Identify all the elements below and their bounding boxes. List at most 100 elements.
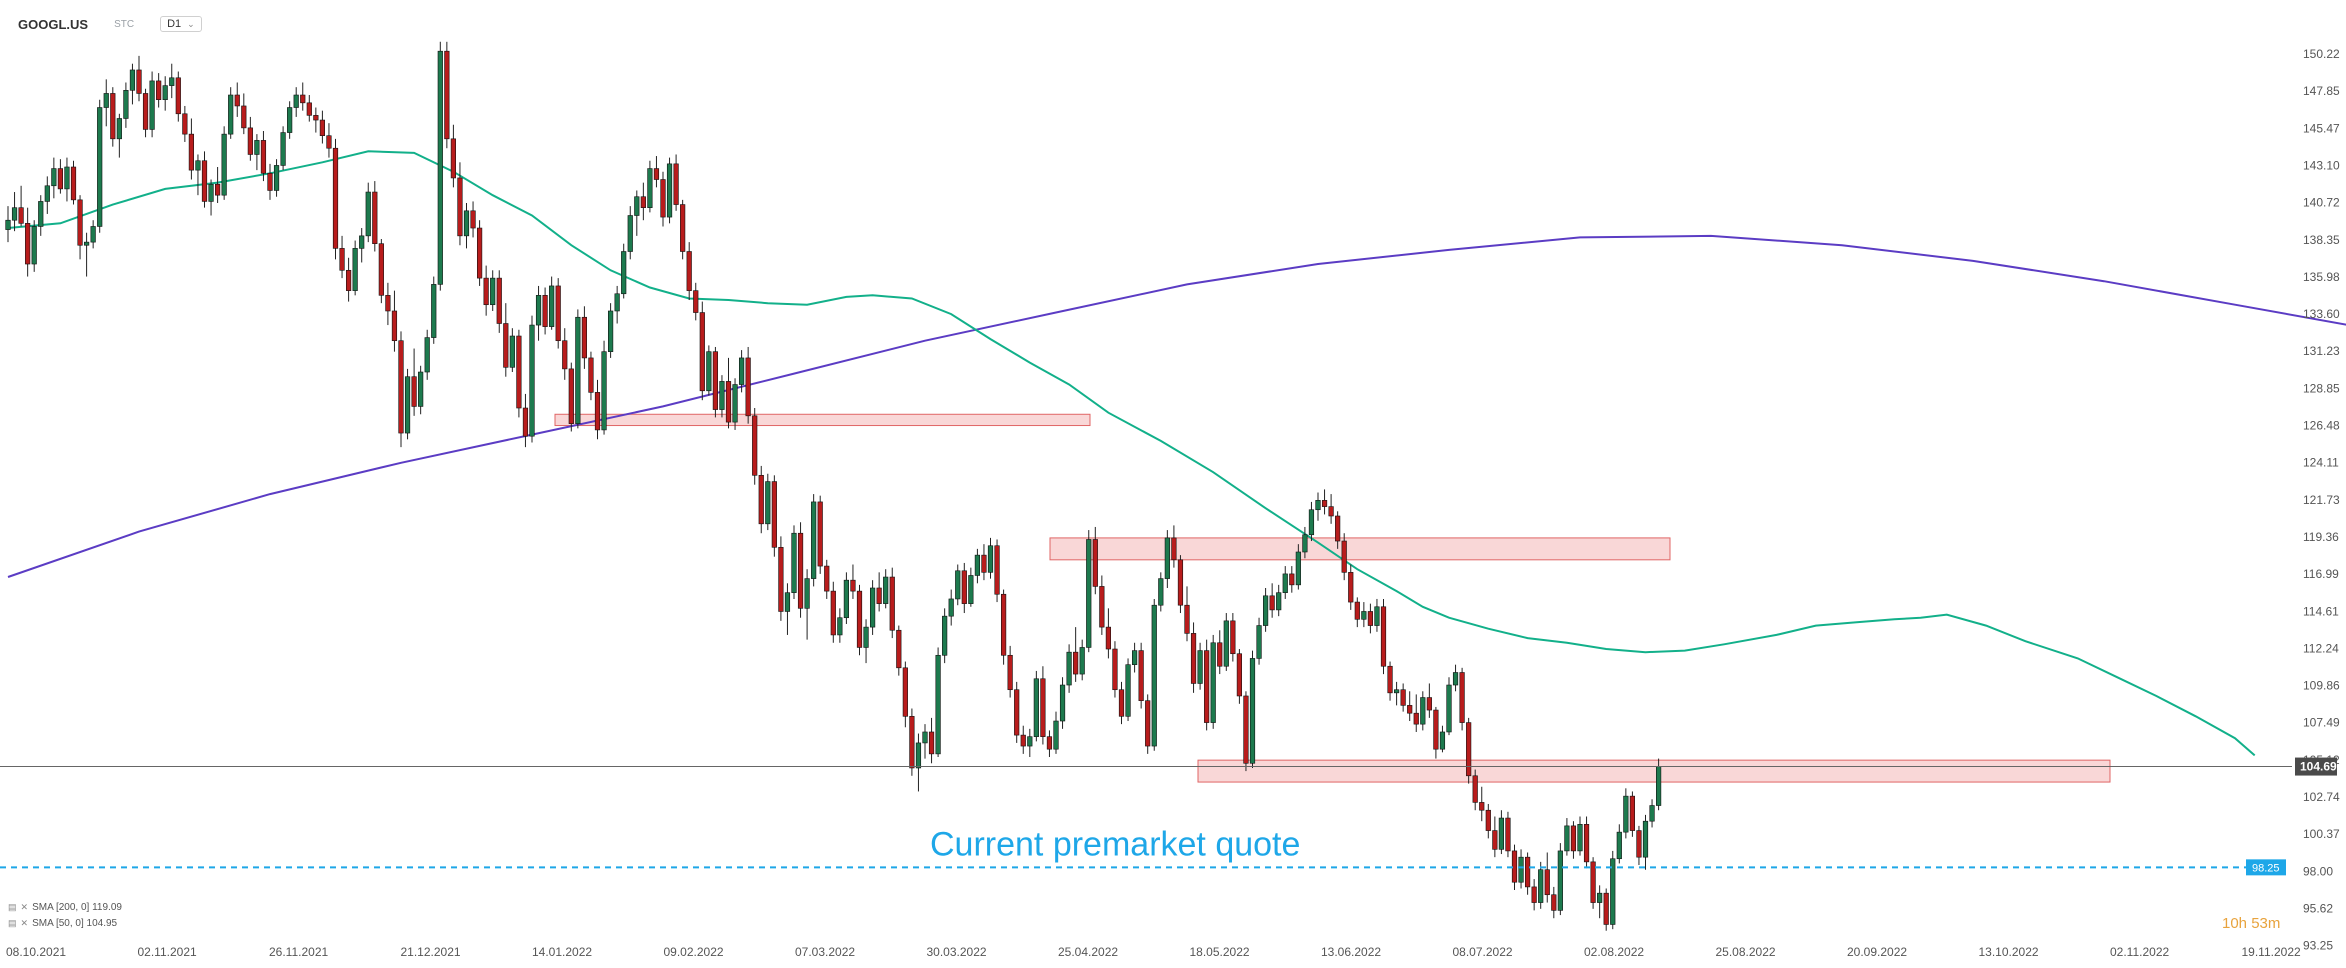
candle[interactable] xyxy=(195,154,201,196)
candle[interactable] xyxy=(156,73,162,108)
candle[interactable] xyxy=(437,41,443,291)
candle[interactable] xyxy=(1236,649,1242,704)
candle[interactable] xyxy=(1295,544,1301,590)
candle[interactable] xyxy=(1642,814,1649,870)
candle[interactable] xyxy=(987,537,994,579)
candle[interactable] xyxy=(902,661,908,728)
candle[interactable] xyxy=(896,625,902,676)
candle[interactable] xyxy=(1184,586,1190,642)
candle[interactable] xyxy=(267,163,273,200)
candle[interactable] xyxy=(614,285,620,324)
candle[interactable] xyxy=(1335,511,1341,549)
candle[interactable] xyxy=(1249,650,1256,768)
candle[interactable] xyxy=(287,101,293,139)
candle[interactable] xyxy=(1040,666,1046,745)
candle[interactable] xyxy=(77,195,83,260)
candle[interactable] xyxy=(149,71,155,138)
candle[interactable] xyxy=(306,95,312,122)
candle[interactable] xyxy=(640,182,646,221)
candle[interactable] xyxy=(1597,885,1603,919)
candle[interactable] xyxy=(129,63,136,105)
candle[interactable] xyxy=(1380,598,1387,675)
candle[interactable] xyxy=(345,257,352,302)
candle[interactable] xyxy=(509,328,515,373)
candle[interactable] xyxy=(51,157,57,199)
candle[interactable] xyxy=(621,243,627,299)
candle[interactable] xyxy=(1354,597,1360,628)
candle[interactable] xyxy=(1282,566,1288,599)
candle[interactable] xyxy=(948,589,954,626)
candle[interactable] xyxy=(922,724,928,759)
candle[interactable] xyxy=(31,220,37,272)
candle[interactable] xyxy=(313,107,319,133)
candle[interactable] xyxy=(588,351,594,401)
candle[interactable] xyxy=(752,408,758,485)
candle[interactable] xyxy=(1426,683,1432,718)
candle[interactable] xyxy=(1289,566,1295,593)
candle[interactable] xyxy=(11,192,18,232)
candle[interactable] xyxy=(1020,725,1026,754)
candle[interactable] xyxy=(824,559,830,599)
candle[interactable] xyxy=(228,87,234,139)
candle[interactable] xyxy=(1171,525,1177,568)
candle[interactable] xyxy=(1446,677,1452,736)
candle[interactable] xyxy=(70,160,77,205)
candle[interactable] xyxy=(1112,641,1118,698)
candle[interactable] xyxy=(247,116,253,161)
candle[interactable] xyxy=(1328,494,1334,524)
candle[interactable] xyxy=(981,544,987,581)
candle[interactable] xyxy=(869,580,876,635)
candle[interactable] xyxy=(372,181,378,252)
candle[interactable] xyxy=(1518,849,1524,889)
candle[interactable] xyxy=(326,123,332,158)
candle[interactable] xyxy=(1118,681,1125,725)
candle[interactable] xyxy=(607,303,614,358)
candle[interactable] xyxy=(57,159,63,194)
candle[interactable] xyxy=(1145,694,1151,754)
candle[interactable] xyxy=(1400,683,1406,712)
candle[interactable] xyxy=(116,113,122,158)
candle[interactable] xyxy=(1158,572,1164,612)
candle[interactable] xyxy=(1629,791,1635,837)
candle[interactable] xyxy=(1485,803,1491,839)
candle[interactable] xyxy=(575,309,581,429)
candle[interactable] xyxy=(1525,852,1531,895)
candle[interactable] xyxy=(1321,489,1328,515)
candle[interactable] xyxy=(928,717,935,764)
candle[interactable] xyxy=(1046,730,1053,758)
candle[interactable] xyxy=(1590,857,1596,909)
candle[interactable] xyxy=(1099,575,1105,635)
candle[interactable] xyxy=(1197,642,1203,690)
candle[interactable] xyxy=(1204,639,1210,731)
candle[interactable] xyxy=(778,536,784,621)
candle[interactable] xyxy=(1452,664,1459,692)
candle[interactable] xyxy=(1649,799,1655,828)
candle[interactable] xyxy=(293,87,299,117)
candle[interactable] xyxy=(1066,644,1072,693)
candle[interactable] xyxy=(385,282,391,326)
candle[interactable] xyxy=(1531,879,1537,911)
candle[interactable] xyxy=(1564,818,1570,856)
candle[interactable] xyxy=(169,63,175,99)
candle[interactable] xyxy=(1394,681,1400,706)
candle[interactable] xyxy=(273,159,280,197)
candle[interactable] xyxy=(935,647,941,758)
candle[interactable] xyxy=(450,124,457,188)
candle[interactable] xyxy=(712,346,718,418)
candle[interactable] xyxy=(1603,888,1609,931)
candle[interactable] xyxy=(1105,608,1111,659)
candle[interactable] xyxy=(444,41,450,149)
candle[interactable] xyxy=(1315,492,1321,521)
candle[interactable] xyxy=(424,329,430,380)
candle[interactable] xyxy=(182,105,188,142)
candle[interactable] xyxy=(319,110,326,144)
candle[interactable] xyxy=(391,290,398,352)
candle[interactable] xyxy=(38,195,44,236)
candle[interactable] xyxy=(332,138,339,260)
candle[interactable] xyxy=(1459,667,1465,731)
candle[interactable] xyxy=(1164,530,1170,588)
candle[interactable] xyxy=(647,160,653,213)
candle[interactable] xyxy=(300,82,306,111)
candle[interactable] xyxy=(215,166,221,203)
